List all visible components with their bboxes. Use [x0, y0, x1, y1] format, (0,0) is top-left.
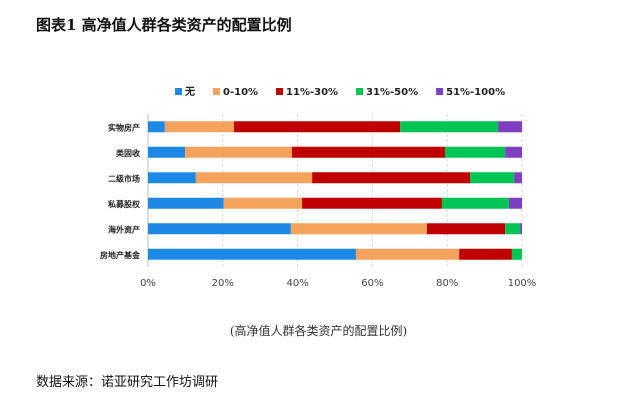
- legend-label: 11%-30%: [286, 87, 338, 98]
- bar-segment: [164, 121, 235, 133]
- legend-swatch: [276, 88, 284, 95]
- bar-segment: [505, 223, 521, 235]
- bar-segment: [427, 223, 506, 235]
- legend-swatch: [356, 88, 364, 95]
- x-tick-label: 20%: [212, 278, 234, 289]
- bar-segment: [148, 223, 291, 235]
- bar-segment: [400, 121, 499, 133]
- bar-segment: [148, 172, 196, 184]
- legend-swatch: [436, 88, 444, 95]
- x-tick-label: 0%: [140, 278, 156, 289]
- legend-swatch: [175, 88, 182, 95]
- bar-segment: [520, 223, 522, 235]
- bar-segment: [312, 172, 471, 184]
- y-tick-label: 私募股权: [107, 199, 141, 209]
- legend-label: 0-10%: [223, 87, 258, 98]
- bar-segment: [148, 248, 356, 260]
- y-tick-label: 海外资产: [108, 224, 140, 234]
- bar-segment: [470, 172, 515, 184]
- bar-segment: [498, 121, 522, 133]
- bar-segment: [148, 121, 165, 133]
- x-tick-label: 100%: [508, 278, 537, 289]
- bar-segment: [302, 197, 442, 209]
- bar-segment: [444, 146, 506, 158]
- figure-caption: (高净值人群各类资产的配置比例): [229, 324, 408, 338]
- bar-segment: [511, 248, 522, 260]
- bar-segment: [459, 248, 512, 260]
- bar-segment: [514, 172, 522, 184]
- legend-label: 51%-100%: [446, 87, 505, 98]
- bar-segment: [290, 223, 428, 235]
- bar-segment: [185, 146, 292, 158]
- legend-label: 31%-50%: [366, 87, 418, 98]
- bar-segment: [508, 197, 522, 209]
- bar-segment: [223, 197, 303, 209]
- y-tick-label: 房地产基金: [100, 250, 141, 260]
- x-tick-label: 60%: [361, 278, 383, 289]
- bar-segment: [148, 146, 186, 158]
- legend-label: 无: [184, 86, 195, 98]
- y-tick-label: 类固收: [116, 148, 140, 158]
- bar-segment: [234, 121, 401, 133]
- y-tick-label: 二级市场: [108, 173, 140, 183]
- bar-segment: [291, 146, 445, 158]
- bar-segment: [441, 197, 509, 209]
- figure-title: 图表1 高净值人群各类资产的配置比例: [36, 16, 292, 34]
- y-tick-label: 实物房产: [108, 122, 140, 132]
- bar-segment: [195, 172, 313, 184]
- x-tick-label: 80%: [436, 278, 458, 289]
- legend-swatch: [213, 88, 220, 95]
- data-source: 数据来源：诺亚研究工作坊调研: [36, 375, 219, 390]
- x-tick-label: 40%: [286, 278, 308, 289]
- bar-segment: [355, 248, 460, 260]
- bar-segment: [148, 197, 224, 209]
- bar-segment: [505, 146, 522, 158]
